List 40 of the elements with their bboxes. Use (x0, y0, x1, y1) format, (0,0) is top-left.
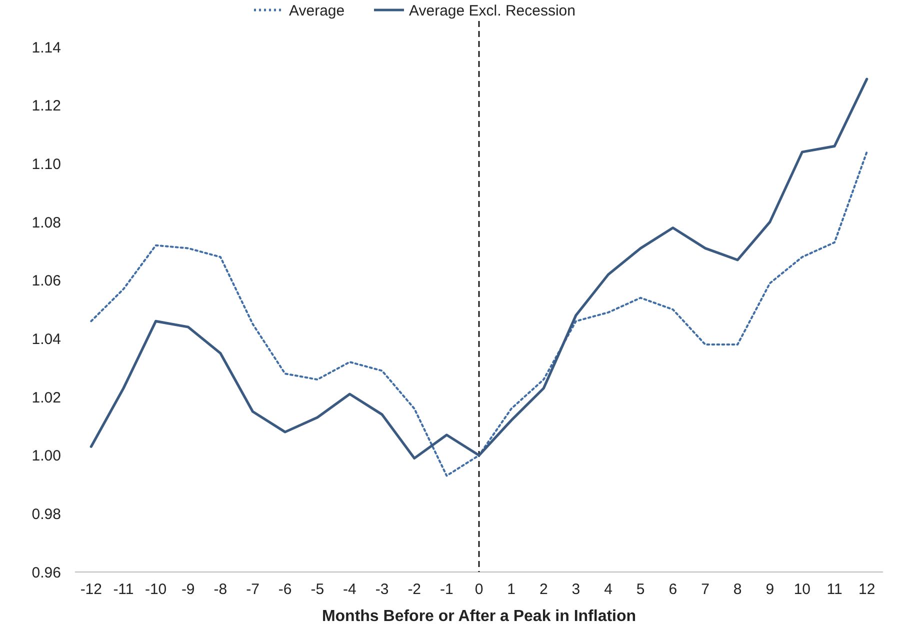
y-tick-label: 1.14 (32, 39, 61, 56)
x-tick-label: -8 (214, 581, 228, 598)
x-tick-label: 2 (539, 581, 548, 598)
x-tick-label: -1 (440, 581, 454, 598)
x-tick-label: 5 (636, 581, 645, 598)
line-series (90, 151, 868, 477)
x-tick-label: -10 (144, 581, 167, 598)
y-tick-label: 1.10 (32, 156, 61, 173)
x-tick-label: -7 (246, 581, 260, 598)
x-tick-label: -5 (310, 581, 324, 598)
x-axis-title: Months Before or After a Peak in Inflation (322, 608, 636, 625)
x-tick-label: -9 (181, 581, 195, 598)
x-tick-label: 8 (733, 581, 742, 598)
x-tick-label: 4 (604, 581, 612, 598)
x-tick-label: 3 (572, 581, 580, 598)
legend-label: Average (289, 2, 345, 20)
line-series (90, 78, 868, 460)
y-tick-label: 0.96 (32, 564, 61, 582)
x-tick-label: 0 (474, 581, 484, 598)
y-tick-label: 1.08 (32, 214, 61, 232)
x-tick-label: 1 (507, 581, 516, 598)
x-tick-label: 10 (794, 581, 811, 598)
x-tick-label: 12 (858, 581, 876, 598)
legend-label: Average Excl. Recession (409, 2, 576, 20)
x-tick-label: 9 (766, 581, 774, 598)
y-tick-label: 1.02 (32, 389, 61, 406)
x-tick-label: -12 (80, 581, 102, 598)
y-tick-label: 1.04 (32, 330, 61, 348)
y-tick-label: 1.00 (32, 448, 61, 465)
y-tick-label: 1.12 (32, 98, 61, 115)
x-tick-label: -11 (113, 581, 134, 598)
y-tick-label: 0.98 (32, 506, 61, 523)
x-tick-label: 6 (668, 581, 678, 598)
x-tick-label: -4 (343, 581, 356, 598)
x-tick-label: -6 (278, 581, 292, 598)
y-tick-label: 1.06 (32, 272, 61, 290)
x-tick-label: 11 (826, 581, 842, 598)
x-tick-label: -2 (408, 581, 422, 598)
x-tick-label: 7 (701, 581, 710, 598)
x-tick-label: -3 (375, 581, 389, 598)
